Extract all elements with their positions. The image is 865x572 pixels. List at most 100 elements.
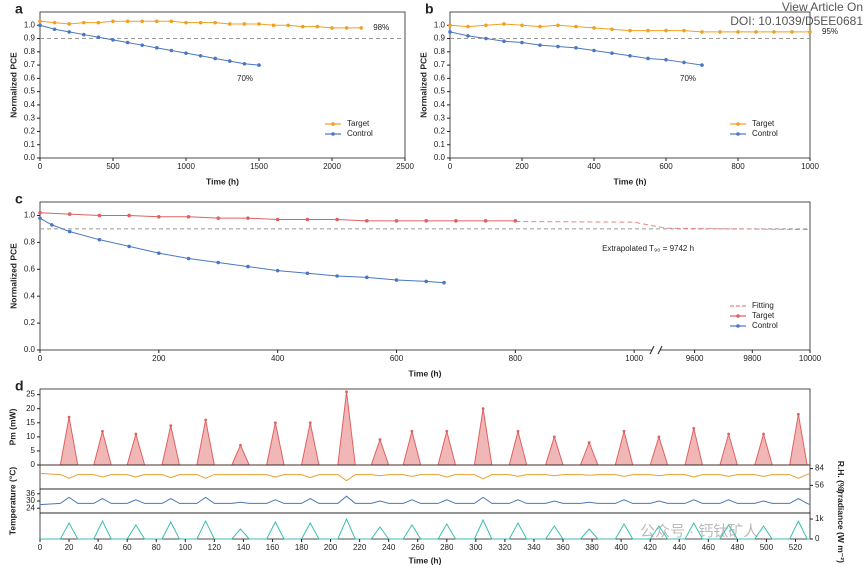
data-point — [257, 63, 261, 67]
x-tick-label: 40 — [94, 543, 103, 552]
y-tick-label: 36 — [26, 489, 35, 498]
data-point — [38, 216, 42, 220]
data-point — [275, 217, 280, 222]
x-tick-label: 200 — [152, 354, 166, 363]
data-point — [111, 19, 115, 24]
x-tick-label: 280 — [440, 543, 454, 552]
data-point — [97, 237, 102, 242]
data-point — [271, 23, 276, 28]
y-tick-label: 0.1 — [434, 140, 446, 149]
end-label: 95% — [822, 27, 838, 36]
x-tick-label: 100 — [179, 543, 193, 552]
data-point — [378, 438, 382, 442]
data-point — [169, 424, 173, 427]
data-point — [538, 24, 542, 29]
x-tick-label: 160 — [266, 543, 280, 552]
y-tick-label: 84 — [815, 464, 824, 473]
data-point — [628, 28, 632, 33]
x-tick-label: 1000 — [801, 162, 819, 171]
data-point — [186, 256, 191, 261]
data-point — [754, 30, 758, 34]
data-point — [692, 427, 696, 430]
y-tick-label: 0.6 — [24, 264, 36, 273]
y-tick-label: 0.0 — [434, 153, 446, 162]
data-point — [315, 24, 320, 29]
data-point — [394, 278, 399, 282]
y-tick-label: 0.5 — [434, 87, 446, 96]
data-point — [308, 421, 312, 425]
data-point — [592, 48, 596, 53]
data-point — [448, 30, 452, 34]
data-point — [657, 435, 661, 439]
data-point — [736, 30, 740, 34]
x-tick-label: 1000 — [625, 354, 643, 363]
legend-label: Fitting — [752, 301, 774, 310]
x-tick-label: 460 — [702, 543, 716, 552]
x-tick-label: 220 — [353, 543, 367, 552]
data-point — [628, 54, 632, 58]
data-point — [364, 219, 369, 223]
subplot-frame — [39, 488, 811, 514]
data-point — [772, 30, 776, 34]
x-tick-label: 0 — [448, 162, 453, 171]
data-point — [157, 215, 161, 219]
data-point — [157, 251, 161, 255]
data-point — [664, 57, 668, 62]
x-tick-label: 520 — [789, 543, 803, 552]
y-tick-label: 10 — [26, 432, 35, 441]
y-tick-label: 0.8 — [24, 237, 36, 246]
y-tick-label: 56 — [815, 481, 824, 490]
x-axis-label: Time (h) — [206, 176, 239, 186]
data-point — [664, 28, 668, 33]
panel-label: c — [15, 191, 23, 207]
legend-marker — [736, 314, 740, 318]
data-point — [228, 59, 232, 63]
data-point — [184, 20, 188, 25]
data-point — [796, 412, 800, 416]
plot-frame — [449, 11, 811, 159]
article-link[interactable]: View Article On — [782, 0, 863, 14]
x-tick-label: 380 — [585, 543, 599, 552]
y-tick-label: 0.3 — [24, 113, 36, 122]
data-point — [345, 390, 348, 394]
data-point — [445, 429, 449, 433]
x-tick-label: 500 — [106, 162, 120, 171]
x-tick-label: 0 — [38, 354, 43, 363]
data-point — [38, 23, 42, 28]
series-line — [39, 472, 811, 482]
panel-label: b — [425, 1, 434, 17]
data-point — [155, 46, 159, 50]
series-line — [39, 495, 811, 506]
data-point — [67, 415, 71, 419]
data-point — [246, 216, 250, 220]
x-tick-label: 600 — [390, 354, 404, 363]
data-point — [82, 20, 86, 25]
x-tick-label: 400 — [614, 543, 628, 552]
x-tick-label: 9600 — [686, 354, 704, 363]
data-point — [246, 264, 250, 269]
y-tick-label: 0.2 — [24, 318, 36, 327]
y-axis-label: Temperature (°C) — [7, 467, 17, 536]
x-tick-label: 0 — [38, 162, 43, 171]
data-point — [484, 23, 488, 28]
x-tick-label: 10000 — [799, 354, 822, 363]
data-point — [622, 429, 626, 433]
x-tick-label: 140 — [237, 543, 251, 552]
data-point — [82, 32, 86, 37]
series-line — [39, 24, 260, 66]
data-point — [186, 215, 191, 219]
data-point — [727, 432, 731, 436]
data-point — [257, 22, 261, 26]
x-tick-label: 800 — [509, 354, 523, 363]
x-axis-label: Time (h) — [614, 176, 647, 186]
x-tick-label: 420 — [644, 543, 658, 552]
y-tick-label: 0.7 — [24, 60, 36, 69]
data-point — [574, 24, 578, 29]
y-tick-label: 0.8 — [434, 47, 446, 56]
x-axis-label: Time (h) — [409, 555, 442, 565]
x-axis-label: Time (h) — [409, 368, 442, 378]
data-point — [96, 20, 101, 25]
data-point — [213, 56, 217, 61]
y-axis-label: Normalized PCE — [8, 52, 18, 118]
data-point — [213, 20, 217, 25]
